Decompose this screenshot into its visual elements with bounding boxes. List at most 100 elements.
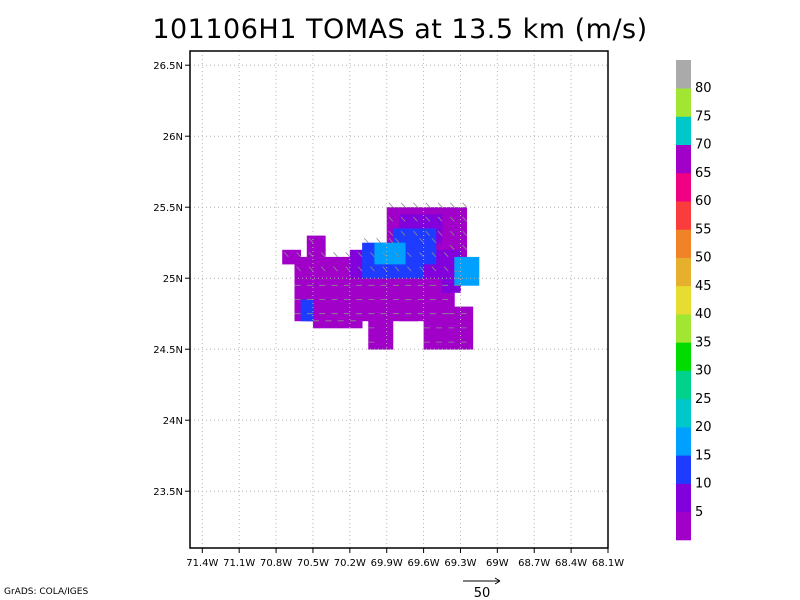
wind-cell <box>448 285 455 293</box>
colorbar-label: 35 <box>695 335 712 350</box>
wind-cell <box>448 342 455 350</box>
wind-cell <box>405 256 412 265</box>
wind-cell <box>460 313 468 322</box>
wind-vector <box>462 230 467 236</box>
wind-cell <box>355 271 363 279</box>
wind-cell <box>460 278 468 286</box>
wind-cell <box>386 285 394 293</box>
wind-cell <box>442 313 449 322</box>
wind-cell <box>349 299 357 307</box>
wind-cell <box>343 271 351 279</box>
wind-cell <box>411 285 418 293</box>
wind-vector <box>284 252 289 258</box>
wind-cell <box>472 271 480 279</box>
x-tick-label: 68.1W <box>592 558 624 569</box>
wind-cell <box>337 278 345 286</box>
wind-cell <box>423 242 431 251</box>
wind-cell <box>392 242 400 251</box>
wind-cell <box>312 306 320 315</box>
wind-cell <box>399 256 406 265</box>
colorbar-segment <box>676 511 691 541</box>
colorbar-segment <box>676 257 691 287</box>
wind-cell <box>386 271 394 279</box>
wind-cell <box>435 271 443 279</box>
wind-cell <box>349 264 357 272</box>
wind-cell <box>448 327 455 336</box>
wind-cell <box>306 299 314 307</box>
wind-vector <box>370 252 375 258</box>
reference-vector-label: 50 <box>474 586 491 600</box>
wind-cell <box>337 306 345 315</box>
wind-cell <box>405 214 412 222</box>
wind-cell <box>300 264 308 272</box>
wind-vector <box>376 237 381 243</box>
wind-cell <box>331 278 338 286</box>
wind-cell <box>319 313 326 322</box>
wind-cell <box>374 285 381 293</box>
wind-cell <box>362 292 369 300</box>
wind-cell <box>460 342 468 350</box>
colorbar-label: 20 <box>695 420 712 435</box>
wind-cell <box>300 299 308 307</box>
wind-cell <box>460 207 468 215</box>
wind-vector <box>419 252 424 258</box>
wind-cell <box>405 228 412 236</box>
wind-cell <box>423 249 431 258</box>
wind-cell <box>417 285 424 293</box>
wind-cell <box>294 271 302 279</box>
wind-cell <box>399 285 406 293</box>
wind-cell <box>380 320 388 329</box>
wind-vector <box>308 252 314 258</box>
wind-cell <box>368 285 375 293</box>
wind-cell <box>386 207 394 215</box>
wind-cell <box>460 249 468 258</box>
wind-cell <box>399 207 406 215</box>
wind-cell <box>368 256 375 265</box>
wind-cell <box>429 335 437 343</box>
wind-cell <box>368 327 375 336</box>
colorbar-label: 30 <box>695 364 712 379</box>
wind-cell <box>466 264 474 272</box>
wind-cell <box>319 235 326 244</box>
wind-cell <box>288 249 295 258</box>
wind-cell <box>306 285 314 293</box>
x-tick-label: 68.4W <box>555 558 587 569</box>
wind-cell <box>442 214 449 222</box>
colorbar-segment <box>676 229 691 258</box>
x-tick-label: 69W <box>486 558 509 569</box>
wind-cell <box>362 249 369 258</box>
wind-cell <box>306 278 314 286</box>
wind-cell <box>349 271 357 279</box>
wind-cell <box>454 264 461 272</box>
wind-cell <box>282 256 289 265</box>
y-axis: 26.5N 26N 25.5N 25N 24.5N 24N 23.5N <box>153 61 190 498</box>
wind-cell <box>368 313 375 322</box>
wind-cell <box>362 271 369 279</box>
wind-cell <box>355 278 363 286</box>
wind-cell <box>435 335 443 343</box>
wind-cell <box>331 292 338 300</box>
wind-cell <box>454 320 461 329</box>
wind-cell <box>355 299 363 307</box>
wind-cell <box>423 313 431 322</box>
wind-cell <box>331 313 338 322</box>
wind-cell <box>337 285 345 293</box>
wind-cell <box>374 249 381 258</box>
wind-cell <box>460 320 468 329</box>
wind-cell <box>349 320 357 329</box>
wind-cell <box>343 313 351 322</box>
wind-cell <box>442 207 449 215</box>
wind-cell <box>405 313 412 322</box>
wind-cell <box>325 271 332 279</box>
wind-vector <box>333 266 338 272</box>
wind-cell <box>331 306 338 315</box>
wind-cell <box>294 285 302 293</box>
wind-cell <box>374 278 381 286</box>
wind-cell <box>380 313 388 322</box>
wind-cell <box>429 306 437 315</box>
wind-cell <box>343 292 351 300</box>
wind-cell <box>325 313 332 322</box>
wind-cell <box>337 256 345 265</box>
wind-cell <box>435 242 443 251</box>
wind-cell <box>448 235 455 244</box>
